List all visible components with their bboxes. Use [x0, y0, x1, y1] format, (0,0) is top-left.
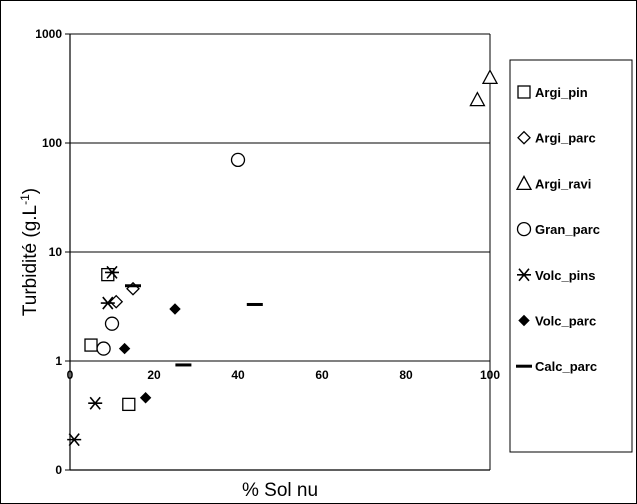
- data-point-gran-parc: [104, 316, 120, 331]
- data-point-volc-pins: [67, 433, 82, 447]
- legend-label: Volc_parc: [535, 314, 596, 329]
- legend-label: Argi_ravi: [535, 176, 591, 191]
- legend-marker-argi-parc: [517, 130, 531, 145]
- data-point-calc-parc: [125, 284, 141, 288]
- legend-marker-argi-ravi: [515, 175, 533, 191]
- x-tick-label: 60: [315, 368, 329, 382]
- y-axis-title-main: Turbidité (g.L: [20, 205, 41, 316]
- y-tick-label: 1000: [35, 27, 62, 41]
- legend-box: [509, 59, 633, 453]
- legend-label: Calc_parc: [535, 359, 597, 374]
- y-axis-title: Turbidité (g.L-1): [18, 188, 41, 316]
- data-point-argi-parc: [109, 294, 124, 309]
- legend: Argi_pin Argi_parc Argi_ravi Gran_parc Volc_…: [509, 59, 633, 453]
- y-tick-label: 10: [49, 245, 63, 259]
- legend-label: Volc_pins: [535, 268, 595, 283]
- x-tick-label: 20: [147, 368, 161, 382]
- x-tick-label: 80: [399, 368, 413, 382]
- legend-marker-volc-parc: [518, 314, 530, 327]
- x-tick-label: 0: [67, 368, 74, 382]
- x-axis-title: % Sol nu: [242, 480, 318, 501]
- data-points: [67, 69, 499, 447]
- y-tick-label: 1: [55, 354, 62, 368]
- legend-marker-gran-parc: [516, 221, 532, 237]
- data-point-argi-ravi: [469, 91, 486, 107]
- legend-label: Argi_parc: [535, 131, 596, 146]
- data-point-volc-pins: [100, 296, 115, 310]
- y-tick-label: 100: [42, 136, 62, 150]
- data-point-gran-parc: [230, 152, 246, 168]
- data-point-volc-parc: [139, 392, 152, 404]
- data-point-gran-parc: [96, 341, 111, 356]
- data-point-calc-parc: [246, 302, 263, 306]
- data-point-argi-pin: [122, 397, 136, 412]
- legend-marker-volc-pins: [517, 268, 531, 282]
- data-point-volc-parc: [169, 303, 181, 315]
- x-tick-label: 40: [231, 368, 245, 382]
- legend-label: Argi_pin: [535, 85, 588, 100]
- legend-marker-argi-pin: [517, 85, 531, 99]
- data-point-volc-pins: [105, 265, 119, 279]
- data-point-calc-parc: [175, 363, 192, 367]
- data-point-argi-ravi: [481, 69, 499, 85]
- data-point-volc-parc: [118, 342, 131, 355]
- y-tick-label: 0: [55, 463, 62, 477]
- legend-label: Gran_parc: [535, 222, 600, 237]
- y-axis-title-tail: ): [20, 188, 41, 194]
- data-point-argi-pin: [101, 267, 115, 282]
- legend-marker-calc-parc: [516, 364, 532, 368]
- y-axis-title-superscript: -1: [18, 194, 32, 205]
- x-tick-label: 100: [480, 368, 500, 382]
- data-point-volc-pins: [88, 396, 103, 410]
- data-point-argi-pin: [84, 338, 98, 352]
